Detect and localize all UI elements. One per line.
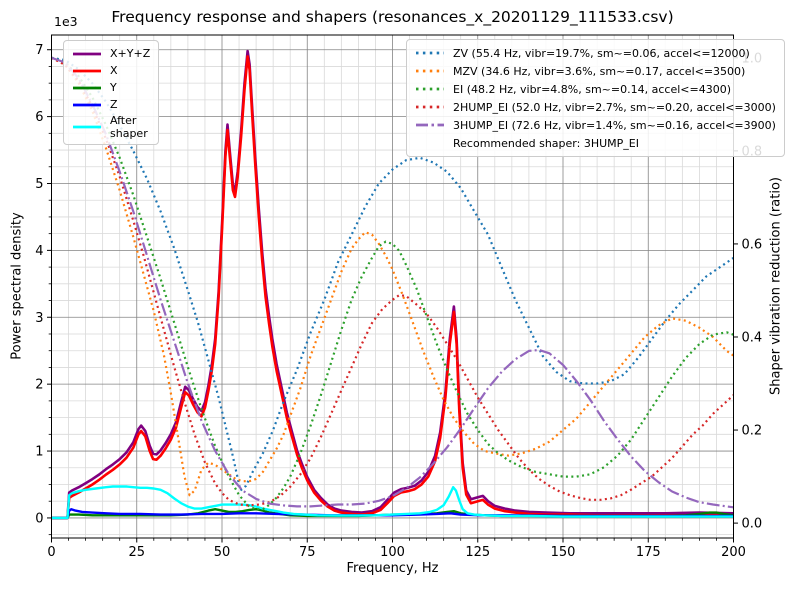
series-line-x — [51, 55, 734, 520]
legend-row: X — [72, 62, 150, 79]
y-right-axis-label: Shaper vibration reduction (ratio) — [768, 177, 784, 395]
series-line-3hump-ei — [51, 56, 734, 509]
series-line-2hump-ei — [51, 56, 734, 507]
legend-row: 2HUMP_EI (52.0 Hz, vibr=2.7%, sm~=0.20, … — [415, 98, 776, 116]
legend-swatch-solid — [73, 52, 101, 55]
axis-ticks — [47, 49, 738, 543]
series-lines — [51, 49, 734, 520]
legend-label: X+Y+Z — [110, 47, 151, 60]
legend-swatch-placeholder — [415, 143, 445, 144]
chart-title: Frequency response and shapers (resonanc… — [111, 8, 674, 26]
legend-label: Y — [110, 81, 117, 94]
legend-swatch-solid — [73, 103, 101, 106]
y-right-tick-label: 0.4 — [742, 330, 763, 345]
recommended-shaper-text: Recommended shaper: 3HUMP_EI — [453, 136, 639, 150]
legend-label: MZV (34.6 Hz, vibr=3.6%, sm~=0.17, accel… — [453, 64, 746, 78]
legend-swatch-dotted — [416, 51, 444, 55]
y-left-axis-label: Power spectral density — [9, 212, 25, 360]
x-tick-label: 100 — [380, 545, 405, 560]
x-axis-label: Frequency, Hz — [346, 561, 439, 576]
legend-label: 2HUMP_EI (52.0 Hz, vibr=2.7%, sm~=0.20, … — [453, 100, 776, 114]
recommended-shaper-note: Recommended shaper: 3HUMP_EI — [415, 134, 776, 152]
x-tick-label: 50 — [214, 545, 231, 560]
legend-label: X — [110, 64, 118, 77]
psd-legend: X+Y+Z X Y Z After shaper — [63, 40, 160, 145]
x-tick-label: 150 — [551, 545, 576, 560]
x-tick-label: 125 — [465, 545, 490, 560]
shaper-legend: ZV (55.4 Hz, vibr=19.7%, sm~=0.06, accel… — [406, 39, 785, 157]
legend-row: MZV (34.6 Hz, vibr=3.6%, sm~=0.17, accel… — [415, 62, 776, 80]
legend-row: ZV (55.4 Hz, vibr=19.7%, sm~=0.06, accel… — [415, 44, 776, 62]
legend-label: 3HUMP_EI (72.6 Hz, vibr=1.4%, sm~=0.16, … — [453, 118, 776, 132]
y-left-tick-label: 0 — [35, 511, 43, 526]
y-left-tick-label: 4 — [35, 244, 43, 259]
y-right-tick-label: 0.6 — [742, 237, 763, 252]
legend-swatch-dotted — [416, 69, 444, 73]
x-tick-label: 0 — [47, 545, 55, 560]
legend-row: EI (48.2 Hz, vibr=4.8%, sm~=0.14, accel<… — [415, 80, 776, 98]
legend-label: After shaper — [110, 113, 148, 140]
x-tick-label: 75 — [299, 545, 316, 560]
y-left-tick-label: 5 — [35, 177, 43, 192]
legend-swatch-solid — [73, 125, 101, 128]
x-tick-label: 200 — [721, 545, 746, 560]
y-left-tick-label: 7 — [35, 43, 43, 58]
axis-tick-labels: 0 25 50 75 100 125 150 175 200 0 1 2 3 4 5 6 7 0.0 0.2 0.4 0… — [35, 43, 762, 560]
legend-swatch-solid — [73, 86, 101, 89]
y-left-tick-label: 1 — [35, 445, 43, 460]
series-line-ei — [51, 56, 734, 511]
y-right-tick-label: 0.0 — [742, 517, 763, 532]
y-right-tick-label: 0.2 — [742, 424, 763, 439]
legend-row: Z — [72, 96, 150, 113]
x-tick-label: 25 — [128, 545, 145, 560]
legend-swatch-dotted — [416, 87, 444, 91]
y-axis-scale-offset-text: 1e3 — [54, 14, 78, 29]
legend-row: X+Y+Z — [72, 45, 150, 62]
series-line-after-shaper — [51, 485, 734, 520]
legend-swatch-solid — [73, 69, 101, 72]
y-left-tick-label: 3 — [35, 311, 43, 326]
legend-row: After shaper — [72, 113, 150, 140]
legend-swatch-dotted — [416, 105, 444, 109]
legend-label: EI (48.2 Hz, vibr=4.8%, sm~=0.14, accel<… — [453, 82, 731, 96]
legend-label: Z — [110, 98, 118, 111]
x-tick-label: 175 — [636, 545, 661, 560]
legend-swatch-dashdot — [416, 123, 444, 127]
legend-label: ZV (55.4 Hz, vibr=19.7%, sm~=0.06, accel… — [453, 46, 750, 60]
legend-row: 3HUMP_EI (72.6 Hz, vibr=1.4%, sm~=0.16, … — [415, 116, 776, 134]
y-left-tick-label: 6 — [35, 110, 43, 125]
legend-row: Y — [72, 79, 150, 96]
y-left-tick-label: 2 — [35, 378, 43, 393]
